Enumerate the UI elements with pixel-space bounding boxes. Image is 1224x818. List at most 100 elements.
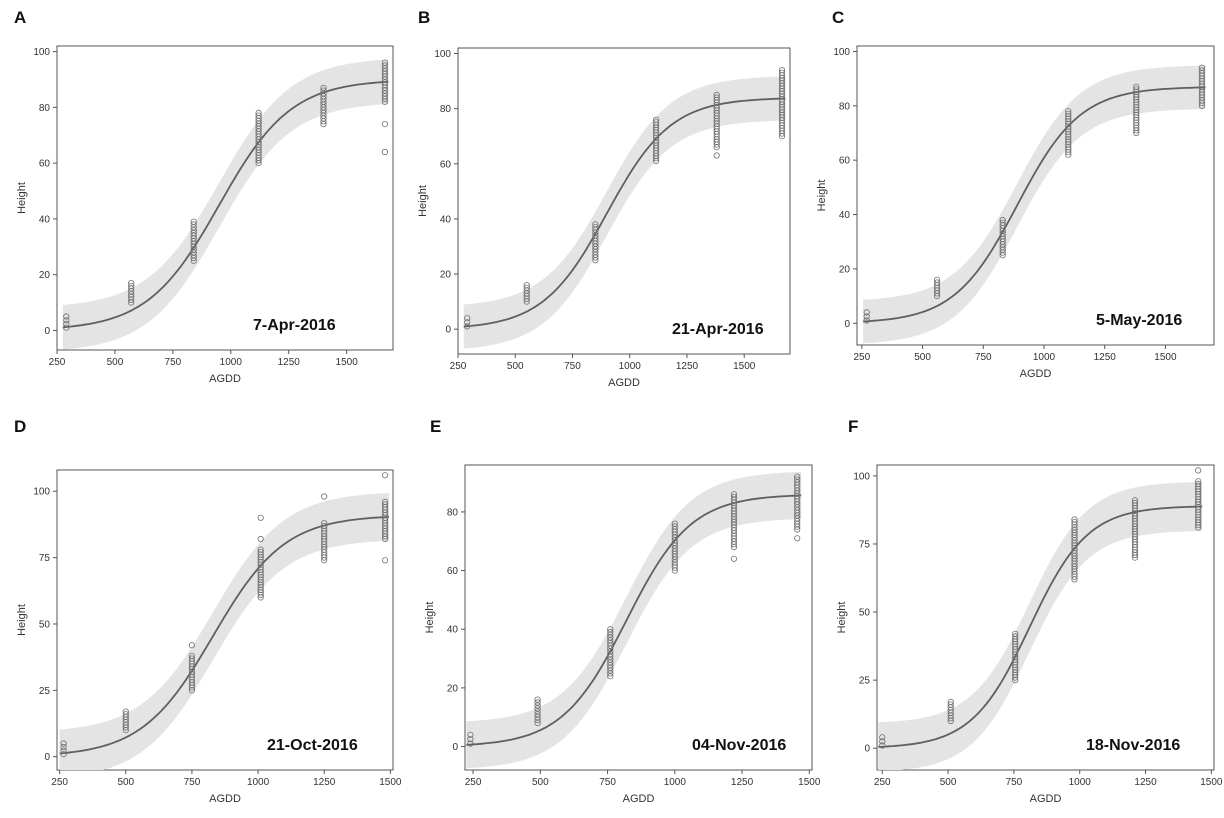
y-tick-label: 100 — [853, 471, 870, 482]
fitted-curve — [863, 86, 1206, 323]
y-tick-label: 0 — [445, 325, 451, 336]
x-axis-label: AGDD — [209, 793, 241, 805]
y-tick-label: 80 — [39, 103, 51, 114]
fitted-curve — [62, 80, 389, 329]
x-tick-label: 1250 — [313, 777, 336, 788]
x-tick-label: 1000 — [247, 777, 270, 788]
data-point — [999, 216, 1006, 224]
data-point — [947, 701, 954, 708]
data-point — [713, 94, 720, 101]
x-tick-label: 750 — [599, 777, 616, 788]
data-point — [257, 594, 264, 601]
panel-c: C 250 500 750 1000 1250 1500 0 20 40 60 80 100 AGDD He… — [816, 8, 1215, 380]
x-tick-label: 1000 — [1033, 352, 1056, 363]
data-point — [794, 476, 801, 483]
data-point — [128, 279, 135, 287]
data-point — [534, 705, 541, 712]
data-point — [257, 576, 264, 583]
y-tick-label: 0 — [44, 326, 50, 337]
x-axis-label: AGDD — [623, 793, 655, 805]
y-tick-label: 25 — [39, 686, 51, 697]
data-point — [1071, 518, 1078, 526]
date-annotation: 04-Nov-2016 — [692, 737, 786, 754]
y-tick-label: 40 — [39, 214, 51, 225]
panel-letter: B — [418, 8, 430, 27]
data-point-outlier — [381, 148, 388, 156]
data-point — [122, 711, 129, 718]
y-tick-label: 0 — [44, 752, 50, 763]
data-point — [255, 112, 262, 119]
data-point — [257, 549, 264, 556]
y-tick-label: 20 — [447, 683, 459, 694]
y-tick-label: 80 — [447, 507, 459, 518]
fitted-curve — [466, 494, 802, 746]
data-point — [1065, 110, 1072, 117]
x-tick-label: 500 — [107, 357, 124, 368]
x-tick-label: 1500 — [798, 777, 821, 788]
panel-a: A 250 500 750 1000 1250 1500 0 20 40 60 80 100 AGDD He… — [14, 8, 394, 385]
data-point — [933, 276, 941, 283]
x-tick-label: 1250 — [676, 361, 699, 372]
y-tick-label: 100 — [434, 49, 451, 60]
data-point — [863, 309, 870, 316]
data-point — [255, 109, 262, 117]
fitted-curve — [59, 516, 390, 755]
data-point — [381, 59, 388, 66]
data-point — [1195, 480, 1202, 487]
y-tick-label: 50 — [39, 619, 51, 630]
y-tick-label: 40 — [447, 625, 459, 636]
data-point — [63, 320, 70, 328]
data-point — [63, 317, 70, 324]
data-point — [320, 87, 327, 94]
data-point — [534, 714, 541, 721]
data-point — [863, 317, 870, 324]
y-axis-label: Height — [816, 180, 828, 212]
x-tick-label: 1250 — [731, 777, 754, 788]
x-tick-label: 1500 — [1154, 352, 1177, 363]
data-point — [467, 731, 474, 738]
data-point — [534, 699, 541, 706]
data-point — [534, 696, 541, 703]
x-axis-label: AGDD — [608, 377, 640, 389]
panel-letter: C — [832, 8, 844, 27]
data-point — [607, 626, 614, 633]
y-tick-label: 40 — [440, 214, 452, 225]
data-point — [1133, 83, 1140, 90]
x-tick-label: 1000 — [1069, 777, 1092, 788]
data-point — [1012, 630, 1019, 637]
x-tick-label: 750 — [184, 777, 201, 788]
panel-letter: F — [848, 417, 858, 436]
data-point — [652, 116, 660, 123]
y-tick-label: 60 — [839, 156, 851, 167]
panel-letter: A — [14, 8, 26, 27]
data-point — [257, 559, 264, 566]
x-tick-label: 750 — [975, 352, 992, 363]
date-annotation: 5-May-2016 — [1096, 312, 1182, 329]
data-point — [464, 319, 471, 326]
y-tick-label: 0 — [844, 319, 850, 330]
y-tick-label: 80 — [839, 101, 851, 112]
y-tick-label: 60 — [440, 159, 452, 170]
data-point — [188, 652, 195, 659]
date-annotation: 21-Apr-2016 — [672, 321, 764, 338]
x-axis-label: AGDD — [1020, 368, 1052, 380]
x-tick-label: 1000 — [220, 357, 243, 368]
data-point — [257, 569, 264, 576]
data-point — [534, 702, 541, 709]
y-axis-label: Height — [16, 604, 28, 636]
data-point — [1071, 516, 1078, 523]
data-point — [257, 561, 264, 568]
data-point — [879, 734, 886, 741]
data-point — [778, 69, 786, 76]
y-axis-label: Height — [836, 602, 848, 634]
data-point — [60, 743, 67, 751]
data-point — [257, 556, 264, 563]
data-point — [464, 315, 471, 322]
panel-letter: D — [14, 417, 26, 436]
y-tick-label: 100 — [33, 47, 50, 58]
data-point — [464, 323, 471, 330]
x-tick-label: 1500 — [733, 361, 756, 372]
x-tick-label: 750 — [1006, 777, 1023, 788]
data-point — [592, 221, 599, 228]
